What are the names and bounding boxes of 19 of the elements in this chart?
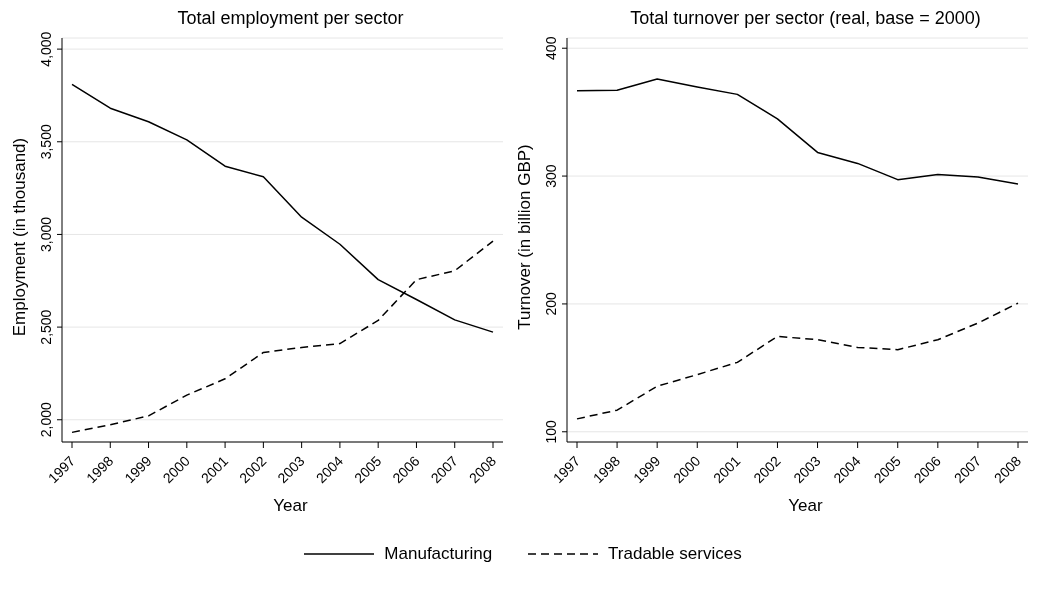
y-tick-label: 2,500: [38, 309, 54, 345]
y-tick-label: 200: [543, 292, 559, 316]
y-tick-label: 4,000: [38, 31, 54, 67]
y-tick-label: 3,000: [38, 216, 54, 252]
line-series: [576, 78, 1019, 185]
chart-title: Total turnover per sector (real, base = 2000): [629, 8, 982, 30]
y-tick-label: 3,500: [38, 124, 54, 160]
y-tick-label: 2,000: [38, 402, 54, 438]
y-tick-label: 300: [543, 164, 559, 188]
line-series: [576, 302, 1019, 420]
y-tick-label: 100: [543, 419, 559, 444]
y-axis-title: Employment (in thousand): [10, 137, 30, 337]
x-axis-title: Year: [272, 496, 309, 516]
y-axis-title: Turnover (in billion GBP): [515, 144, 535, 330]
x-axis-title: Year: [787, 496, 824, 516]
y-tick-label: 400: [543, 36, 559, 60]
legend-label: Tradable services: [608, 544, 742, 564]
legend-label: Manufacturing: [384, 544, 493, 564]
chart-title: Total employment per sector: [176, 8, 405, 30]
